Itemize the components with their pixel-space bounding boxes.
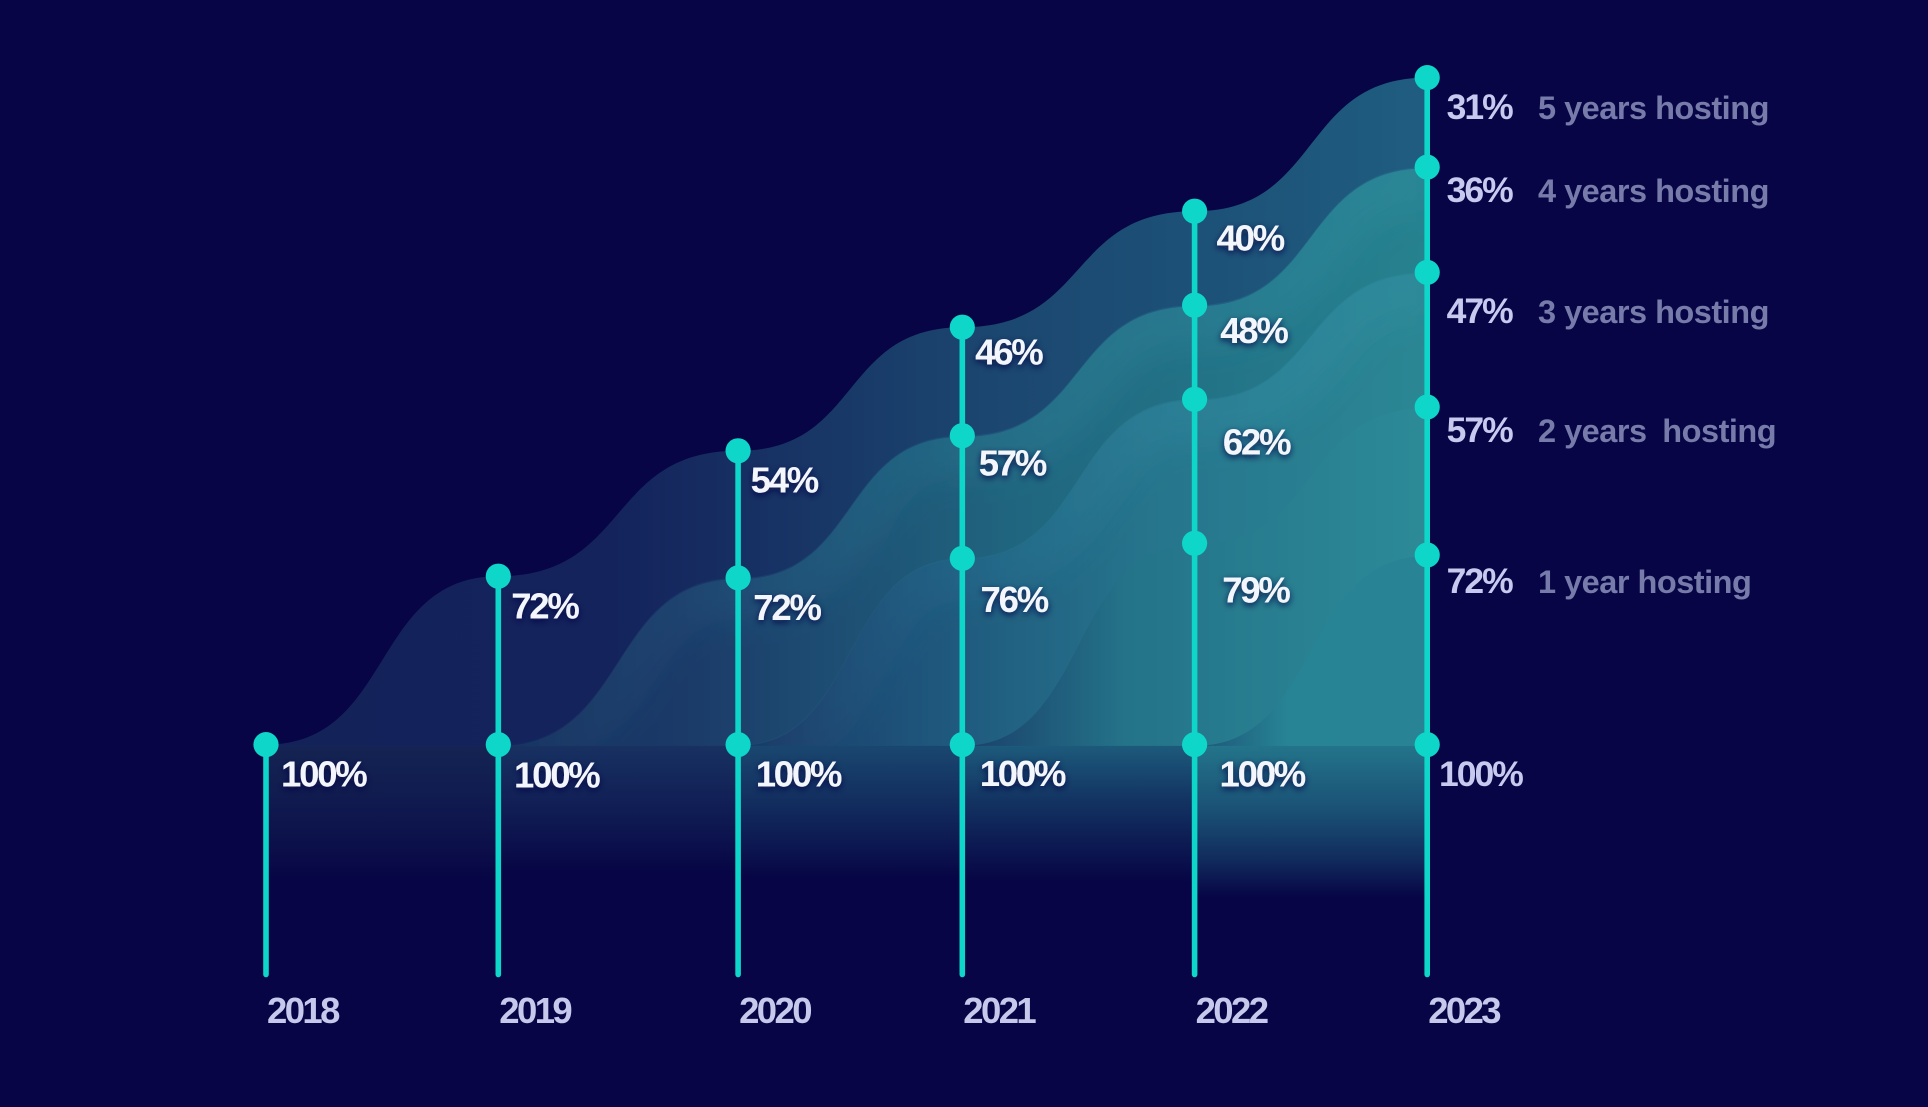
svg-text:5 years hosting: 5 years hosting (1538, 90, 1769, 126)
svg-text:31%: 31% (1447, 87, 1513, 127)
svg-text:72%: 72% (753, 587, 821, 628)
svg-text:2022: 2022 (1196, 990, 1268, 1031)
svg-text:100%: 100% (514, 755, 600, 796)
svg-text:62%: 62% (1223, 422, 1291, 463)
svg-text:79%: 79% (1222, 569, 1290, 610)
svg-text:46%: 46% (975, 332, 1043, 373)
svg-text:100%: 100% (1220, 754, 1306, 795)
svg-text:100%: 100% (281, 753, 367, 794)
svg-text:36%: 36% (1447, 170, 1513, 210)
svg-text:4 years hosting: 4 years hosting (1538, 173, 1769, 209)
svg-text:2023: 2023 (1428, 990, 1500, 1031)
svg-text:76%: 76% (981, 579, 1049, 620)
svg-text:57%: 57% (1447, 410, 1513, 450)
svg-text:2018: 2018 (267, 990, 340, 1031)
svg-text:2019: 2019 (499, 990, 571, 1031)
svg-text:2 years hosting: 2 years hosting (1538, 413, 1776, 449)
svg-text:54%: 54% (751, 459, 819, 500)
svg-text:100%: 100% (1439, 754, 1523, 794)
svg-text:100%: 100% (756, 754, 842, 795)
svg-text:57%: 57% (979, 442, 1047, 483)
svg-text:48%: 48% (1220, 310, 1288, 351)
svg-text:72%: 72% (1447, 561, 1513, 601)
svg-text:3 years hosting: 3 years hosting (1538, 294, 1769, 330)
svg-text:2021: 2021 (963, 990, 1036, 1031)
svg-text:100%: 100% (980, 753, 1066, 794)
svg-text:40%: 40% (1217, 218, 1285, 259)
svg-text:72%: 72% (511, 586, 579, 627)
svg-text:2020: 2020 (739, 990, 811, 1031)
svg-text:47%: 47% (1447, 291, 1513, 331)
svg-text:1 year hosting: 1 year hosting (1538, 564, 1751, 600)
